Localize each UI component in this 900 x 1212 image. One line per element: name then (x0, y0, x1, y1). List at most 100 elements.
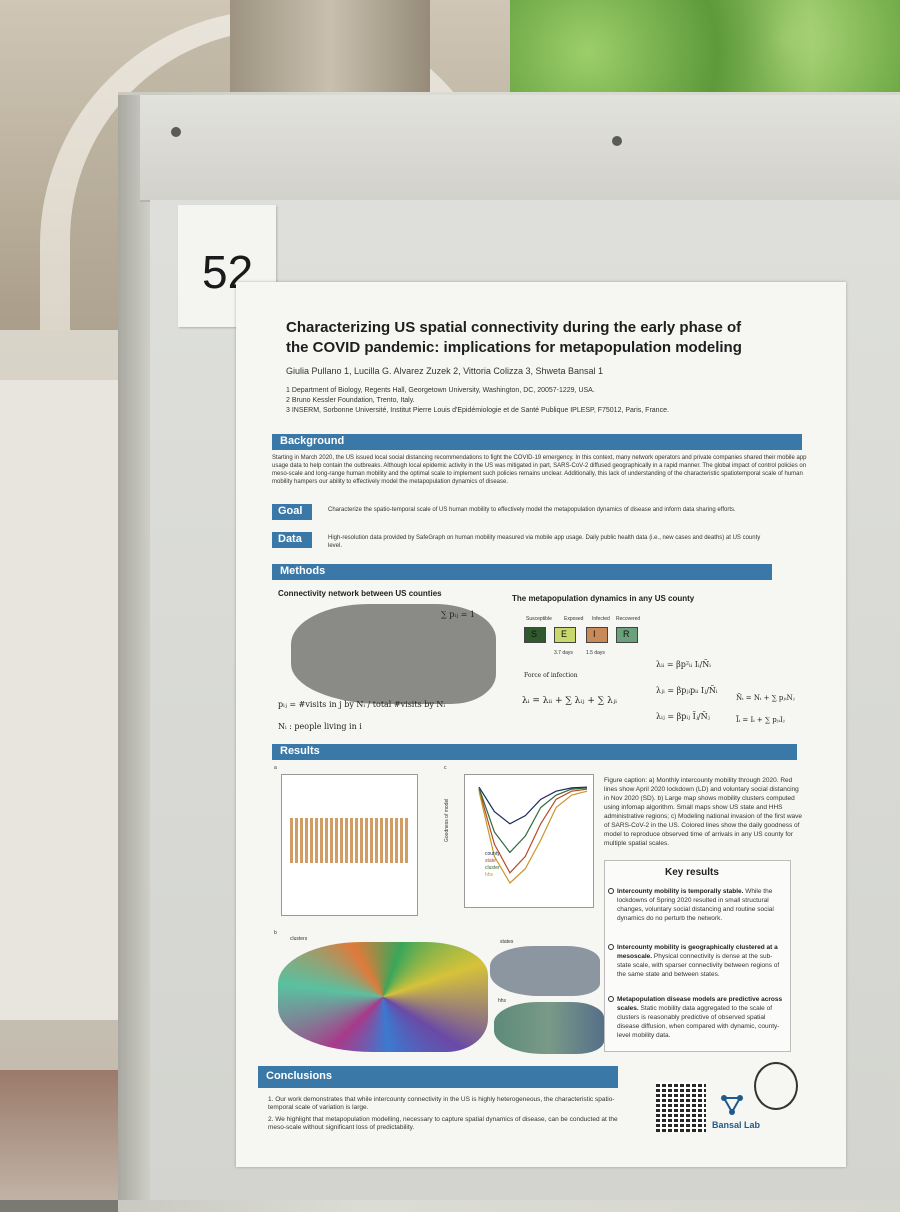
affiliation-1: 1 Department of Biology, Regents Hall, G… (286, 387, 595, 394)
series-line-cluster (478, 787, 588, 854)
exposed-duration: 3.7 days (554, 650, 573, 656)
seir-box-s: S (524, 627, 546, 643)
lambda-ij-formula: λᵢⱼ = βpᵢⱼ Ĩⱼ/Ñⱼ (656, 712, 710, 721)
floor (0, 1070, 120, 1200)
poster-title: Characterizing US spatial connectivity d… (286, 319, 742, 356)
legend-entry-county: county (485, 851, 500, 857)
methods-section-bar: Methods (272, 564, 772, 580)
key-result-3-text: Static mobility data aggregated to the s… (617, 1005, 780, 1039)
legend-entry-state: state (485, 858, 496, 864)
seir-label-r: Recovered (616, 616, 641, 622)
poster-authors: Giulia Pullano 1, Lucilla G. Alvarez Zuz… (286, 366, 603, 376)
network-logo-icon (721, 1095, 743, 1115)
panel-b-label: b (274, 930, 277, 936)
us-states-map (490, 946, 600, 996)
lab-name: Bansal Lab (712, 1120, 761, 1130)
affiliation-3: 3 INSERM, Sorbonne Université, Institut … (286, 407, 669, 414)
key-result-1-text: While the lockdowns of Spring 2020 resul… (617, 888, 774, 922)
legend-entry-hhs: hhs (485, 872, 494, 878)
seir-label-s: Susceptible (526, 616, 552, 622)
key-results-title: Key results (665, 867, 719, 878)
figure-caption: Figure caption: a) Monthly intercounty m… (604, 777, 802, 847)
conclusion-1: 1. Our work demonstrates that while inte… (268, 1096, 615, 1111)
bullet-icon (608, 944, 614, 950)
mobility-clusters-map (278, 942, 488, 1052)
force-of-infection-label: Force of infection (524, 672, 578, 679)
series-line-county (478, 786, 588, 825)
lambda-ii-formula: λᵢᵢ = βp²ᵢᵢ Iᵢ/Ñᵢ (656, 660, 711, 669)
goal-heading: Goal (278, 505, 303, 517)
panel-a-label: a (274, 765, 277, 771)
data-heading: Data (278, 533, 302, 545)
goodness-of-model-chart: county state cluster hhs (464, 774, 594, 908)
metapopulation-subtitle: The metapopulation dynamics in any US co… (512, 594, 695, 603)
seir-letter: I (593, 629, 596, 639)
goal-text: Characterize the spatio-temporal scale o… (328, 507, 736, 513)
methods-heading: Methods (280, 565, 326, 577)
key-result-2-text: Physical connectivity is dense at the su… (617, 953, 780, 978)
background-heading: Background (280, 435, 345, 447)
goal-tag: Goal (272, 504, 312, 520)
conclusion-2: 2. We highlight that metapopulation mode… (268, 1116, 618, 1131)
lambda-total-formula: λᵢ = λᵢᵢ + ∑ λᵢⱼ + ∑ λⱼᵢ (522, 696, 617, 706)
series-line-hhs (478, 790, 588, 884)
bullet-icon (608, 888, 614, 894)
panel-c-label: c (444, 765, 447, 771)
research-poster: Characterizing US spatial connectivity d… (236, 282, 846, 1167)
mobility-boxplots (290, 783, 410, 903)
chart-c-ylabel: Goodness of model (444, 798, 450, 842)
infected-duration: 1.5 days (586, 650, 605, 656)
results-heading: Results (280, 745, 320, 757)
key-result-1-bold: Intercounty mobility is temporally stabl… (617, 888, 744, 895)
seir-letter: E (561, 629, 568, 639)
lambda-ji-formula: λⱼᵢ = βpⱼᵢpᵢᵢ Iⱼ/Ñᵢ (656, 686, 718, 695)
key-result-3: Metapopulation disease models are predic… (608, 995, 785, 1040)
background-section-bar: Background (272, 434, 802, 450)
hhs-regions-map (494, 1002, 604, 1054)
affiliation-2: 2 Bruno Kessler Foundation, Trento, Ital… (286, 397, 415, 404)
us-county-network-map (291, 604, 496, 704)
screw-icon (171, 127, 181, 137)
connectivity-subtitle: Connectivity network between US counties (278, 589, 442, 598)
key-result-2-bold: Intercounty mobility is geographically c… (617, 944, 778, 960)
poster-affiliations: 1 Department of Biology, Regents Hall, G… (286, 386, 669, 416)
adjacent-poster-board (0, 380, 120, 1020)
n-tilde-formula: Ñᵢ = Nᵢ + ∑ pⱼᵢNⱼ (736, 694, 795, 702)
ni-definition: Nᵢ : people living in i (278, 722, 362, 731)
seir-letter: S (531, 629, 538, 639)
qr-code-pattern (656, 1082, 706, 1132)
key-result-2: Intercounty mobility is geographically c… (608, 943, 785, 979)
stone-pillar (230, 0, 430, 110)
data-text: High-resolution data provided by SafeGra… (328, 535, 761, 549)
poster-board-top-rail (140, 95, 900, 202)
sum-pij-formula: ∑ pᵢⱼ = 1 (441, 610, 475, 619)
seir-box-r: R (616, 627, 638, 643)
seir-label-i: Infected (592, 616, 610, 622)
results-section-bar: Results (272, 744, 797, 760)
key-results-box: Key results Intercounty mobility is temp… (604, 860, 791, 1052)
data-tag: Data (272, 532, 312, 548)
legend-entry-cluster: cluster (485, 865, 500, 871)
key-result-1: Intercounty mobility is temporally stabl… (608, 887, 785, 923)
seir-label-e: Exposed (564, 616, 584, 622)
clusters-label: clusters (290, 936, 308, 942)
pij-formula: pᵢⱼ = #visits in j by Nᵢ / total #visits… (278, 700, 446, 709)
bullet-icon (608, 996, 614, 1002)
screw-icon (612, 136, 622, 146)
background-text: Starting in March 2020, the US issued lo… (272, 455, 807, 485)
key-result-3-bold: Metapopulation disease models are predic… (617, 996, 783, 1012)
conclusions-section-bar: Conclusions (258, 1066, 618, 1088)
university-seal-icon (754, 1062, 798, 1110)
seir-letter: R (623, 629, 630, 639)
series-line-state (478, 788, 588, 874)
monthly-mobility-chart (281, 774, 418, 916)
poster-board-edge (118, 95, 150, 1200)
seir-box-e: E (554, 627, 576, 643)
conclusions-heading: Conclusions (266, 1070, 333, 1082)
seir-box-i: I (586, 627, 608, 643)
hhs-label: hhs (498, 998, 507, 1004)
states-label: states (500, 939, 514, 945)
i-tilde-formula: Ĩᵢ = Iᵢ + ∑ pⱼᵢIⱼ (736, 716, 785, 724)
